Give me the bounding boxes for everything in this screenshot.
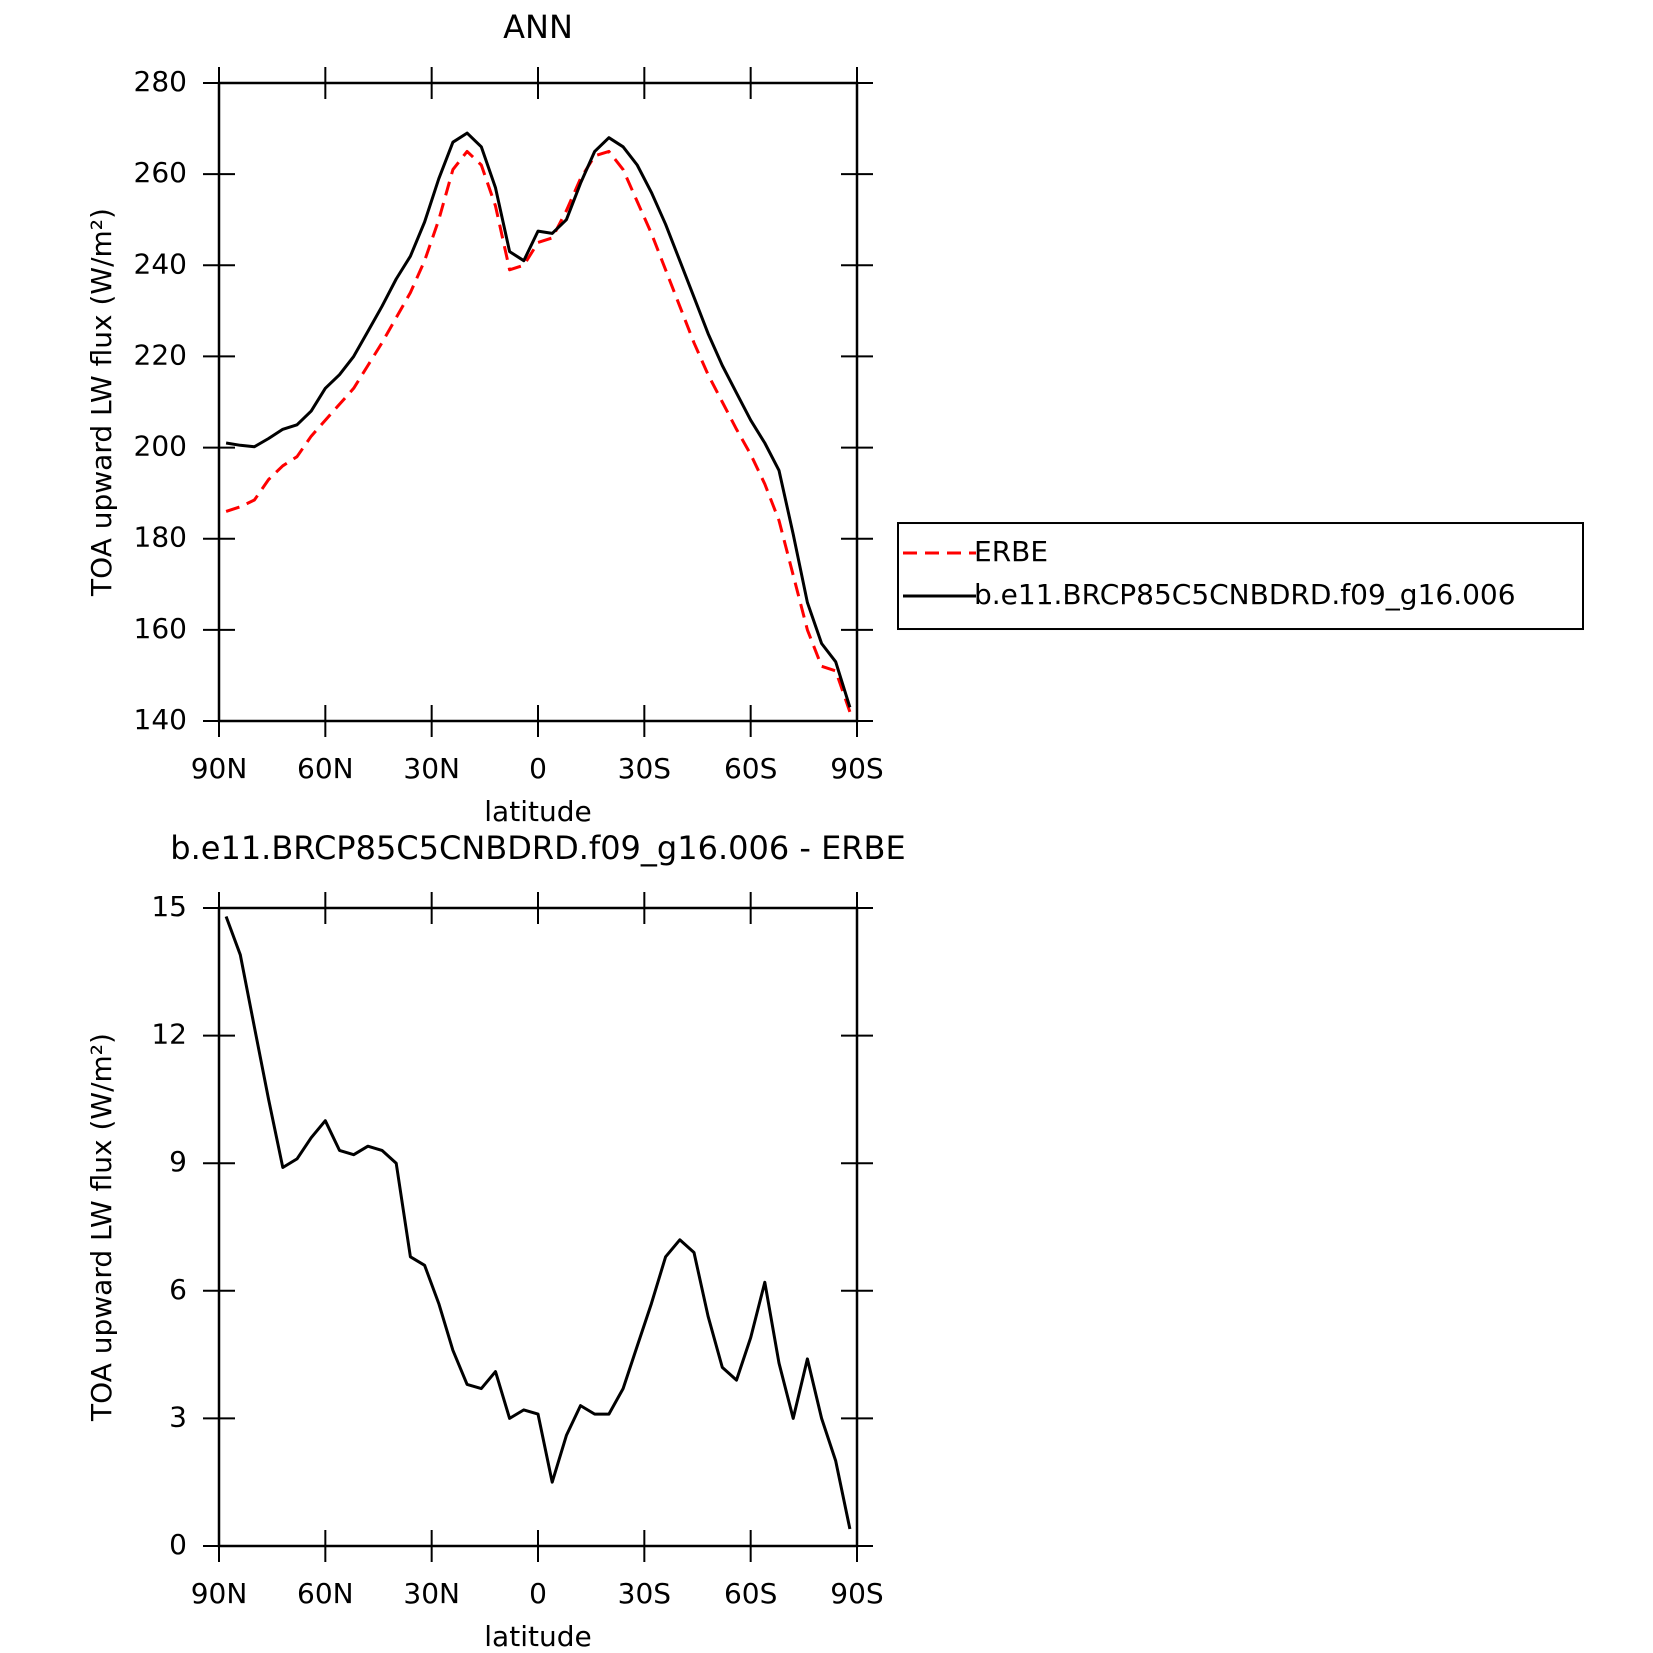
x-tick-label: 60S	[724, 752, 777, 785]
y-tick-label: 180	[134, 521, 187, 554]
data-line	[225, 149, 852, 713]
x-tick-label: 60N	[297, 752, 354, 785]
data-line	[225, 131, 852, 708]
x-axis-label: latitude	[484, 1620, 591, 1653]
y-tick-label: 6	[169, 1273, 187, 1306]
legend-label: b.e11.BRCP85C5CNBDRD.f09_g16.006	[974, 578, 1516, 611]
chart-title: ANN	[503, 8, 573, 46]
x-tick-label: 30N	[403, 752, 460, 785]
x-tick-label: 90S	[830, 1577, 883, 1610]
y-tick-label: 15	[151, 890, 187, 923]
y-tick-label: 240	[134, 247, 187, 280]
x-tick-label: 30S	[618, 1577, 671, 1610]
y-tick-label: 260	[134, 156, 187, 189]
x-tick-label: 0	[529, 1577, 547, 1610]
x-tick-label: 30N	[403, 1577, 460, 1610]
y-tick-label: 220	[134, 338, 187, 371]
x-tick-label: 30S	[618, 752, 671, 785]
plot-frame	[217, 906, 859, 1548]
legend-box	[897, 522, 1584, 631]
y-tick-label: 0	[169, 1528, 187, 1561]
plot-frame	[217, 81, 859, 723]
x-axis-label: latitude	[484, 795, 591, 828]
y-tick-label: 3	[169, 1400, 187, 1433]
y-tick-label: 9	[169, 1145, 187, 1178]
chart-title: b.e11.BRCP85C5CNBDRD.f09_g16.006 - ERBE	[170, 829, 905, 867]
legend-label: ERBE	[974, 535, 1048, 568]
x-tick-label: 90N	[191, 752, 248, 785]
data-line	[224, 915, 852, 1530]
y-tick-label: 12	[151, 1018, 187, 1051]
x-tick-label: 90N	[191, 1577, 248, 1610]
y-axis-label: TOA upward LW flux (W/m²)	[85, 208, 118, 597]
y-tick-label: 280	[134, 65, 187, 98]
x-tick-label: 60N	[297, 1577, 354, 1610]
y-axis-label: TOA upward LW flux (W/m²)	[85, 1033, 118, 1422]
x-tick-label: 0	[529, 752, 547, 785]
x-tick-label: 60S	[724, 1577, 777, 1610]
y-tick-label: 200	[134, 430, 187, 463]
x-tick-label: 90S	[830, 752, 883, 785]
y-tick-label: 160	[134, 612, 187, 645]
y-tick-label: 140	[134, 703, 187, 736]
